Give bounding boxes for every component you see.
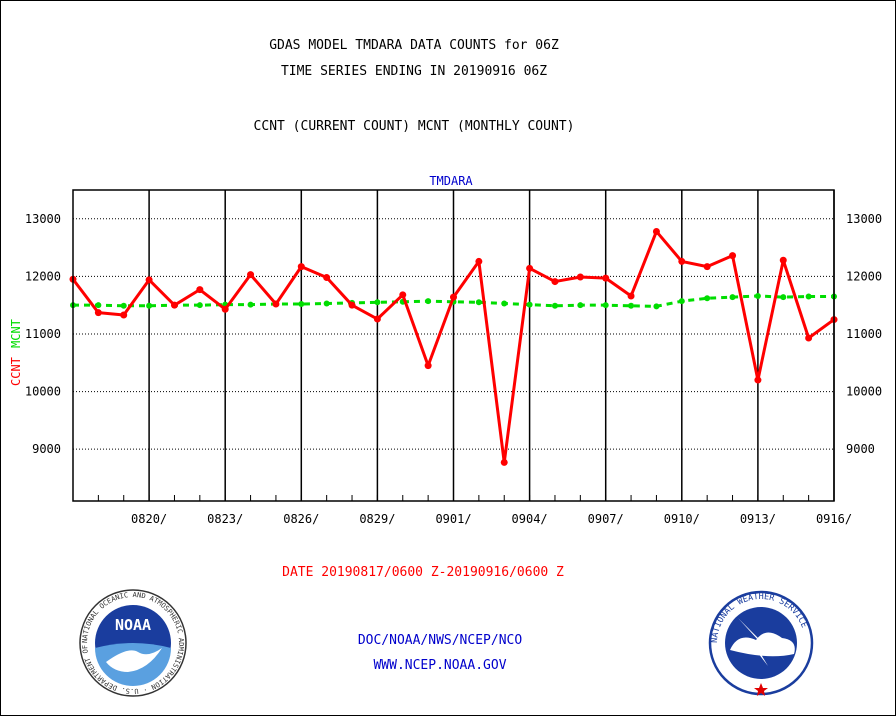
point-ccnt xyxy=(297,263,305,271)
point-mcnt xyxy=(196,302,203,309)
point-ccnt xyxy=(145,276,153,284)
point-mcnt xyxy=(146,302,153,309)
plot-border xyxy=(72,189,835,502)
point-ccnt xyxy=(450,293,457,301)
point-ccnt xyxy=(348,301,356,309)
point-mcnt xyxy=(323,300,330,307)
x-tick-label: 0904/ xyxy=(512,512,548,526)
y-tick-right: 12000 xyxy=(846,269,882,283)
point-mcnt xyxy=(805,293,812,300)
point-mcnt xyxy=(780,294,787,301)
point-ccnt xyxy=(323,274,331,282)
point-ccnt xyxy=(729,252,737,260)
y-tick-left: 12000 xyxy=(25,269,61,283)
chart-title-line2: TIME SERIES ENDING IN 20190916 06Z xyxy=(280,64,548,79)
x-tick-label: 0829/ xyxy=(359,512,395,526)
point-ccnt xyxy=(196,286,204,294)
point-mcnt xyxy=(577,302,584,309)
point-ccnt xyxy=(247,271,255,279)
date-range: DATE 20190817/0600 Z-20190916/0600 Z xyxy=(282,565,564,580)
x-tick-label: 0913/ xyxy=(740,512,776,526)
footer-url[interactable]: WWW.NCEP.NOAA.GOV xyxy=(373,658,507,673)
y-tick-right: 10000 xyxy=(846,385,882,399)
y-tick-left: 9000 xyxy=(32,442,61,456)
point-mcnt xyxy=(95,302,102,309)
point-ccnt xyxy=(221,305,229,313)
y-tick-left: 11000 xyxy=(25,327,61,341)
point-mcnt xyxy=(425,298,432,305)
point-mcnt xyxy=(729,294,736,301)
point-mcnt xyxy=(374,299,381,306)
point-mcnt xyxy=(704,295,711,302)
y-tick-left: 13000 xyxy=(25,212,61,226)
point-ccnt xyxy=(678,257,686,265)
grid xyxy=(72,190,835,501)
point-ccnt xyxy=(373,315,381,323)
point-mcnt xyxy=(475,299,482,306)
point-ccnt xyxy=(526,264,534,272)
x-tick-label: 0823/ xyxy=(207,512,243,526)
point-mcnt xyxy=(120,302,127,309)
point-ccnt xyxy=(627,292,635,300)
point-ccnt xyxy=(754,376,762,384)
y-tick-right: 13000 xyxy=(846,212,882,226)
point-ccnt xyxy=(779,256,787,264)
x-tick-label: 0820/ xyxy=(131,512,167,526)
y-axis-label-ccnt: CCNT xyxy=(9,357,23,386)
point-mcnt xyxy=(678,298,685,305)
y-tick-right: 11000 xyxy=(846,327,882,341)
x-tick-label: 0907/ xyxy=(588,512,624,526)
x-tick-label: 0916/ xyxy=(816,512,852,526)
x-tick-labels: 0820/0823/0826/0829/0901/0904/0907/0910/… xyxy=(131,512,852,526)
point-mcnt xyxy=(551,302,558,309)
point-mcnt xyxy=(602,302,609,309)
point-mcnt xyxy=(298,301,305,308)
footer-org: DOC/NOAA/NWS/NCEP/NCO xyxy=(357,633,523,648)
point-ccnt xyxy=(170,301,178,309)
chart-title-line1: GDAS MODEL TMDARA DATA COUNTS for 06Z xyxy=(269,38,559,53)
point-mcnt xyxy=(501,300,508,307)
y-axis-label-mcnt: MCNT xyxy=(9,319,23,348)
point-ccnt xyxy=(500,458,508,466)
point-ccnt xyxy=(602,274,610,282)
x-tick-label: 0910/ xyxy=(664,512,700,526)
point-ccnt xyxy=(120,311,128,319)
x-tick-label: 0826/ xyxy=(283,512,319,526)
point-ccnt xyxy=(475,257,483,265)
point-ccnt xyxy=(576,273,584,281)
point-ccnt xyxy=(272,300,280,308)
point-ccnt xyxy=(424,362,432,370)
point-ccnt xyxy=(551,278,559,286)
point-ccnt xyxy=(94,309,102,317)
noaa-logo-icon: NATIONAL OCEANIC AND ATMOSPHERIC ADMINIS… xyxy=(78,588,187,697)
x-tick-label: 0901/ xyxy=(435,512,471,526)
point-mcnt xyxy=(247,301,254,308)
nws-logo-icon: NATIONAL WEATHER SERVICE xyxy=(708,590,814,696)
chart-svg: TMDARA 9000 9000 10000 10000 11000 11000 12000… xyxy=(9,174,882,526)
point-mcnt xyxy=(628,302,635,309)
y-tick-right: 9000 xyxy=(846,442,875,456)
point-ccnt xyxy=(805,334,813,342)
plot-title: TMDARA xyxy=(429,174,473,188)
point-mcnt xyxy=(754,292,761,299)
series-layer xyxy=(69,227,838,466)
point-ccnt xyxy=(399,291,407,299)
y-tick-left: 10000 xyxy=(25,385,61,399)
point-ccnt xyxy=(703,263,711,271)
y-tick-labels: 9000 9000 10000 10000 11000 11000 12000 12000 13… xyxy=(25,212,882,456)
point-mcnt xyxy=(526,301,533,308)
chart-subtitle: CCNT (CURRENT COUNT) MCNT (MONTHLY COUNT… xyxy=(253,119,575,134)
point-mcnt xyxy=(653,303,660,310)
noaa-logo-label: NOAA xyxy=(115,616,151,634)
point-ccnt xyxy=(652,227,660,235)
